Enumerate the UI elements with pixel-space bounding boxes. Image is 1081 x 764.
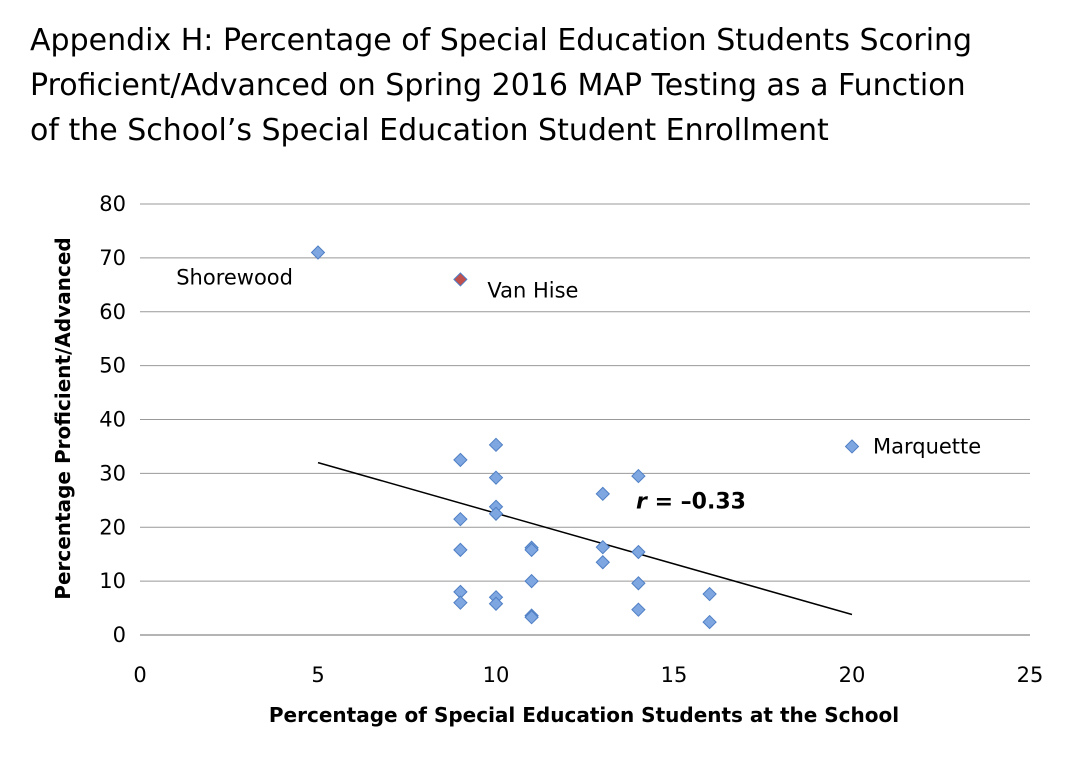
correlation-symbol: r [636, 489, 648, 514]
y-axis-label: Percentage Proficient/Advanced [51, 237, 75, 599]
data-point-7 [453, 595, 468, 610]
data-point-27 [702, 614, 717, 630]
y-tick-label-20: 20 [99, 515, 126, 539]
data-points [310, 245, 860, 630]
data-point-15 [524, 542, 539, 558]
data-point-19 [595, 486, 611, 502]
point-label-shorewood: Shorewood [176, 265, 293, 289]
x-tick-label-15: 15 [661, 663, 688, 687]
x-tick-label-20: 20 [839, 663, 866, 687]
point-label-van-hise: Van Hise [487, 278, 578, 302]
data-point-25 [631, 602, 646, 617]
data-point-18 [524, 610, 539, 625]
data-point-16 [524, 573, 539, 589]
x-tick-label-0: 0 [133, 663, 146, 687]
y-tick-label-30: 30 [99, 461, 126, 485]
x-tick-label-5: 5 [311, 663, 324, 687]
x-axis-label: Percentage of Special Education Students… [269, 703, 899, 727]
y-tick-labels: 0 10 20 30 40 50 60 70 80 [99, 192, 126, 647]
title-line-2: Proficient/Advanced on Spring 2016 MAP T… [30, 68, 966, 103]
correlation-label: r = –0.33 [636, 489, 746, 514]
x-tick-labels: 0 5 10 15 20 25 [133, 663, 1043, 687]
title-line-3: of the School’s Special Education Studen… [30, 113, 829, 148]
data-point-marquette [844, 439, 860, 454]
trendline [317, 461, 853, 616]
grid-layer [140, 203, 1030, 582]
y-tick-label-10: 10 [99, 569, 126, 593]
title-line-1: Appendix H: Percentage of Special Educat… [30, 23, 973, 58]
data-point-22 [631, 468, 646, 484]
data-point-21 [595, 555, 611, 570]
y-tick-label-0: 0 [113, 623, 126, 647]
x-tick-label-25: 25 [1017, 663, 1044, 687]
x-tick-label-10: 10 [483, 663, 510, 687]
data-point-9 [488, 470, 504, 485]
data-point-8 [488, 437, 504, 453]
data-point-4 [453, 511, 468, 527]
data-point-5 [453, 542, 468, 558]
data-point-26 [702, 586, 717, 602]
data-point-11 [488, 506, 504, 521]
data-point-23 [631, 544, 646, 560]
data-point-20 [595, 539, 611, 555]
correlation-value: = –0.33 [647, 489, 746, 514]
y-tick-label-70: 70 [99, 246, 126, 270]
chart-title: Appendix H: Percentage of Special Educat… [30, 18, 1050, 153]
point-annotations: Shorewood Van Hise Marquette [176, 265, 981, 458]
data-point-van-hise [453, 272, 468, 287]
data-point-3 [453, 452, 468, 468]
y-tick-label-40: 40 [99, 408, 126, 432]
y-tick-label-50: 50 [99, 354, 126, 378]
y-tick-label-60: 60 [99, 300, 126, 324]
data-point-shorewood [310, 245, 326, 260]
data-point-13 [488, 596, 504, 611]
point-label-marquette: Marquette [873, 434, 981, 458]
data-point-24 [631, 576, 646, 591]
y-tick-label-80: 80 [99, 192, 126, 216]
